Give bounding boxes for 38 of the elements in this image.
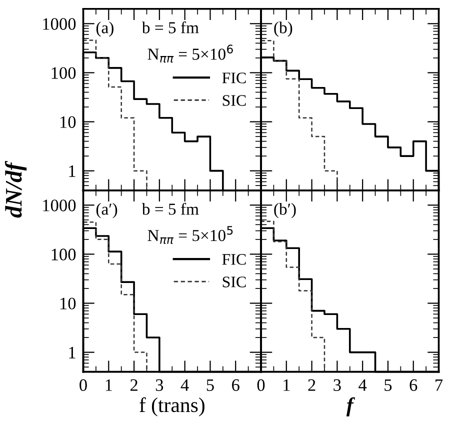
annotation: b = 5 fm — [142, 21, 199, 34]
y-axis-title: dN/df — [4, 160, 27, 218]
x-tick-label: 1 — [106, 379, 112, 391]
y-tick-label: 100 — [52, 67, 76, 79]
y-tick-label: 1000 — [43, 200, 76, 212]
annotation: b = 5 fm — [142, 202, 199, 215]
legend-label: SIC — [222, 276, 246, 288]
annotation: N$_{ππ}$ = 5×10$^{5}$ — [148, 226, 233, 244]
y-tick-label: 10 — [60, 116, 76, 128]
annotation: (b) — [274, 22, 292, 37]
y-tick-label: 100 — [52, 248, 76, 260]
annotation: (a′) — [96, 203, 118, 218]
x-axis-title: f — [346, 397, 356, 416]
x-tick-label: 6 — [410, 379, 418, 391]
legend-label: FIC — [222, 72, 246, 84]
x-tick-label: 1 — [284, 379, 290, 391]
x-tick-label: 6 — [232, 379, 240, 391]
y-tick-label: 10 — [60, 298, 76, 310]
x-tick-label: 5 — [206, 379, 214, 391]
annotation: N$_{ππ}$ = 5×10$^{6}$ — [148, 44, 233, 63]
x-tick-label: 7 — [436, 379, 443, 391]
x-tick-label: 2 — [308, 379, 316, 391]
x-tick-label: 3 — [334, 379, 341, 391]
x-axis-title: f (trans) — [140, 397, 204, 416]
x-tick-label: 4 — [180, 379, 189, 391]
y-tick-label: 1 — [69, 165, 76, 177]
x-tick-label: 3 — [156, 379, 164, 391]
x-tick-label: 0 — [80, 379, 87, 391]
x-tick-label: 0 — [257, 379, 265, 391]
x-tick-label: 2 — [130, 379, 138, 391]
y-tick-label: 1000 — [43, 18, 76, 30]
x-tick-label: 4 — [358, 379, 367, 391]
annotation: (b′) — [274, 203, 296, 218]
annotation: (a) — [96, 22, 114, 37]
x-tick-label: 5 — [384, 379, 392, 391]
y-tick-label: 1 — [69, 346, 76, 358]
legend-label: FIC — [222, 254, 246, 265]
legend-label: SIC — [222, 95, 246, 106]
